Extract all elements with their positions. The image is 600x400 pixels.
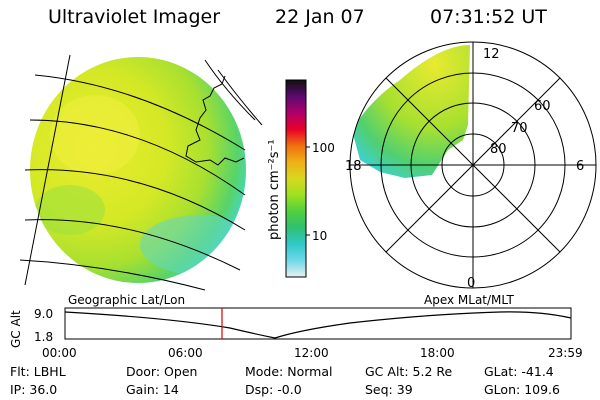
glon-field: GLon: 109.6 <box>484 382 560 397</box>
polar-grid <box>349 41 597 289</box>
x-tick-0000: 00:00 <box>42 346 77 360</box>
polar-lat-70: 70 <box>511 121 528 136</box>
polar-label-18: 18 <box>345 159 362 174</box>
polar-auroral-image <box>352 45 470 178</box>
filter-field: Flt: LBHL <box>10 364 66 379</box>
gc-alt-field: GC Alt: 5.2 Re <box>365 364 453 379</box>
gain-field: Gain: 14 <box>126 382 179 397</box>
polar-label-6: 6 <box>576 159 584 174</box>
x-tick-2359: 23:59 <box>548 346 583 360</box>
x-tick-1200: 12:00 <box>294 346 329 360</box>
y-tick-bottom: 1.8 <box>34 330 53 344</box>
colorbar-label-10: 10 <box>312 229 327 243</box>
mode-field: Mode: Normal <box>245 364 333 379</box>
x-tick-1800: 18:00 <box>420 346 455 360</box>
x-tick-0600: 06:00 <box>168 346 203 360</box>
geo-latlon-label: Geographic Lat/Lon <box>68 293 185 307</box>
polar-lat-80: 80 <box>490 142 507 157</box>
door-field: Door: Open <box>126 364 198 379</box>
dsp-field: Dsp: -0.0 <box>245 382 302 397</box>
colorbar-label-100: 100 <box>312 141 335 155</box>
altitude-curve <box>64 311 572 339</box>
geo-grid-lines <box>19 54 263 291</box>
glat-field: GLat: -41.4 <box>484 364 554 379</box>
y-tick-top: 9.0 <box>34 307 53 321</box>
date-label: 22 Jan 07 <box>275 6 365 28</box>
time-label: 07:31:52 UT <box>430 6 547 28</box>
colorbar-fill <box>285 79 307 278</box>
gc-alt-axis-label: GC Alt <box>9 310 23 348</box>
polar-label-12: 12 <box>483 47 500 62</box>
polar-label-0: 0 <box>467 276 475 291</box>
colorbar-unit-label: photon cm⁻²s⁻¹ <box>267 139 282 240</box>
app-title: Ultraviolet Imager <box>48 6 221 28</box>
polar-lat-60: 60 <box>534 99 551 114</box>
apex-mlat-label: Apex MLat/MLT <box>424 293 514 307</box>
seq-field: Seq: 39 <box>365 382 413 397</box>
ip-field: IP: 36.0 <box>10 382 58 397</box>
coastline <box>185 75 245 166</box>
orbit-plot-frame <box>64 307 572 340</box>
